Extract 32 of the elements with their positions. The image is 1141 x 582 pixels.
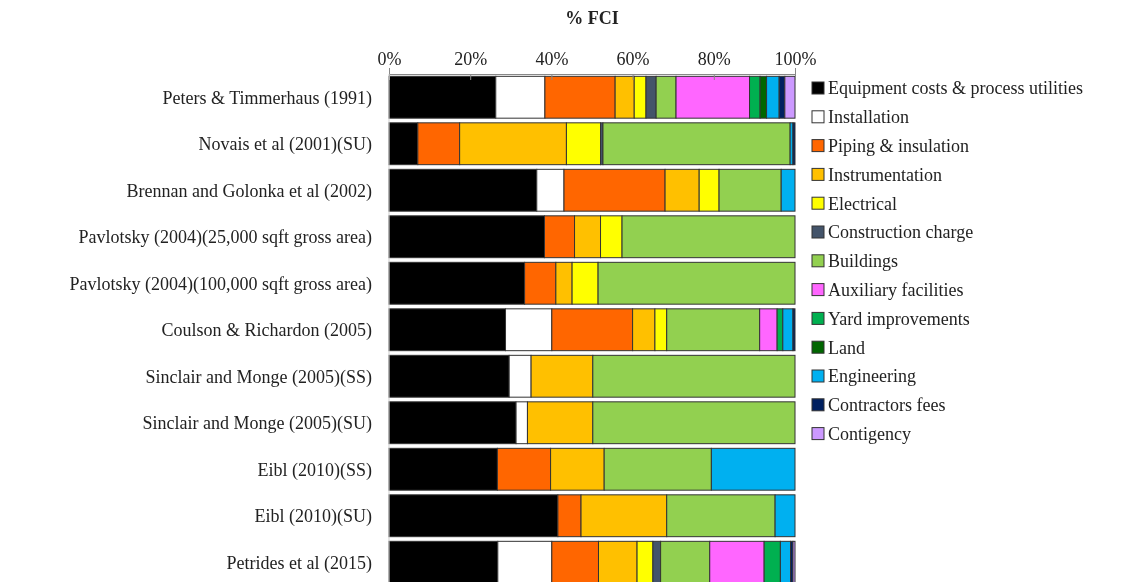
y-tick-label: Pavlotsky (2004)(25,000 sqft gross area)	[78, 227, 372, 249]
x-tick-label: 0%	[377, 49, 402, 69]
legend-label: Engineering	[828, 366, 916, 387]
legend-label: Installation	[828, 107, 909, 128]
legend-label: Equipment costs & process utilities	[828, 78, 1083, 99]
legend-label: Instrumentation	[828, 164, 942, 185]
x-tick-label: 80%	[697, 49, 731, 69]
x-tick-label: 20%	[454, 49, 488, 69]
bar	[602, 122, 791, 166]
y-tick-label: Peters & Timmerhaus (1991)	[162, 87, 372, 109]
x-tick-label: 40%	[535, 49, 569, 69]
legend-label: Buildings	[828, 251, 899, 272]
y-tick-label: Petrides et al (2015)	[226, 552, 372, 574]
legend-label: Auxiliary facilities	[828, 279, 964, 300]
y-tick-label: Eibl (2010)(SS)	[257, 459, 372, 481]
x-axis-title: % FCI	[565, 8, 619, 28]
legend-label: Electrical	[828, 193, 897, 214]
legend-label: Contractors fees	[828, 395, 946, 416]
y-tick-label: Sinclair and Monge (2005)(SU)	[142, 413, 372, 435]
y-tick-label: Coulson & Richardon (2005)	[161, 320, 372, 342]
y-tick-label: Sinclair and Monge (2005)(SS)	[145, 366, 372, 388]
x-tick-label: 60%	[616, 49, 650, 69]
legend-label: Construction charge	[828, 222, 974, 243]
y-tick-label: Pavlotsky (2004)(100,000 sqft gross area)	[69, 273, 372, 295]
legend-label: Piping & insulation	[828, 135, 970, 156]
y-tick-label: Eibl (2010)(SU)	[254, 506, 372, 528]
legend-label: Yard improvements	[828, 308, 970, 329]
y-tick-label: Novais et al (2001)(SU)	[198, 134, 372, 156]
x-tick-label: 100%	[774, 49, 817, 69]
legend-label: Contigency	[828, 423, 911, 444]
y-tick-label: Brennan and Golonka et al (2002)	[126, 180, 372, 202]
legend-label: Land	[828, 337, 865, 358]
